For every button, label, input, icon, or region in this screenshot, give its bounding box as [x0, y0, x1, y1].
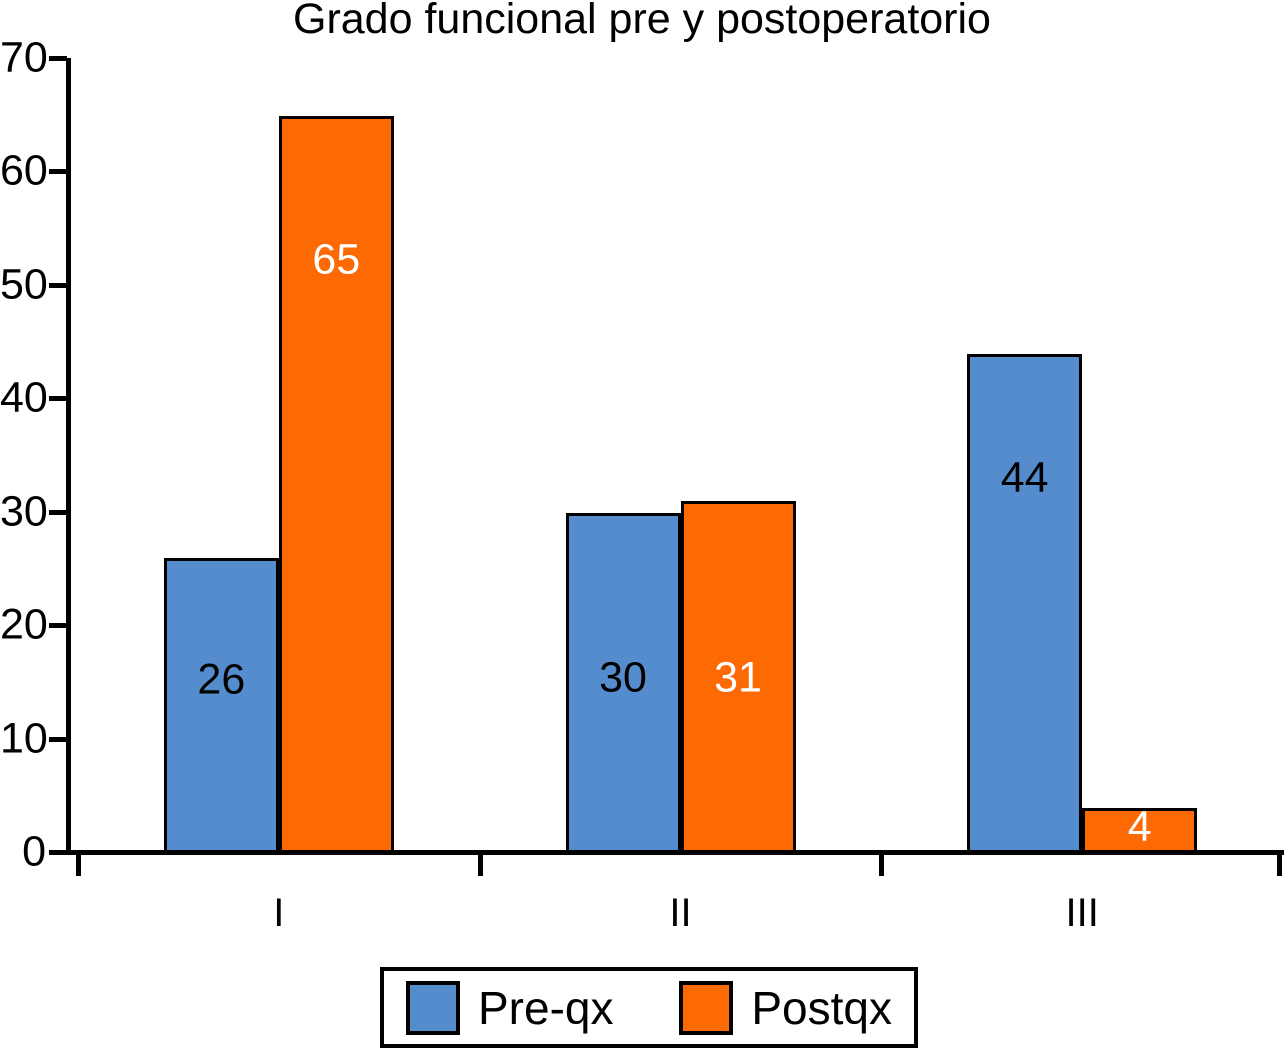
x-category-label: III — [1065, 891, 1099, 935]
bar-value-label: 26 — [197, 655, 246, 704]
y-axis-tick-label: 20 — [0, 600, 48, 649]
bar-value-label: 44 — [1000, 453, 1049, 502]
bar-pre-qx-II — [565, 512, 681, 853]
y-axis-tick-label: 50 — [0, 260, 48, 309]
bar-postqx-III — [1082, 807, 1198, 853]
legend-label-postqx: Postqx — [751, 981, 892, 1034]
postqx-color-swatch — [679, 980, 734, 1035]
y-axis-tick — [49, 623, 67, 629]
bar-pre-qx-I — [163, 558, 279, 853]
y-axis-tick — [49, 736, 67, 742]
legend-item-postqx: Postqx — [679, 980, 892, 1035]
chart-title: Grado funcional pre y postoperatorio — [293, 0, 991, 43]
y-axis-tick — [49, 282, 67, 288]
pre-qx-color-swatch — [406, 980, 460, 1035]
y-axis-tick-label: 30 — [0, 487, 48, 536]
legend: Pre-qx Postqx — [380, 967, 918, 1048]
y-axis-tick — [49, 169, 67, 175]
y-axis-tick — [49, 396, 67, 402]
y-axis-line — [66, 58, 71, 854]
y-axis-tick-label: 60 — [0, 146, 48, 195]
legend-item-pre-qx: Pre-qx — [406, 980, 614, 1035]
legend-label-pre-qx: Pre-qx — [478, 981, 614, 1034]
x-axis-tick — [477, 852, 483, 876]
x-category-label: II — [669, 891, 692, 935]
bar-pre-qx-III — [967, 353, 1083, 853]
x-axis-tick — [1277, 852, 1282, 876]
y-axis-tick — [49, 56, 67, 61]
bar-postqx-II — [680, 501, 796, 853]
x-axis-tick — [76, 852, 81, 876]
bar-value-label: 4 — [1127, 802, 1152, 851]
bar-postqx-I — [278, 115, 394, 853]
x-category-label: I — [273, 891, 285, 935]
y-axis-tick-label: 40 — [0, 373, 48, 422]
bar-value-label: 31 — [714, 653, 762, 702]
y-axis-tick-label: 10 — [0, 714, 48, 763]
y-axis-tick — [49, 509, 67, 515]
bar-value-label: 65 — [312, 235, 361, 284]
y-axis-tick-label: 70 — [0, 33, 48, 82]
y-axis-tick — [49, 850, 67, 855]
y-axis-tick-label: 0 — [22, 827, 46, 876]
bar-value-label: 30 — [599, 653, 647, 702]
x-axis-tick — [879, 852, 885, 876]
